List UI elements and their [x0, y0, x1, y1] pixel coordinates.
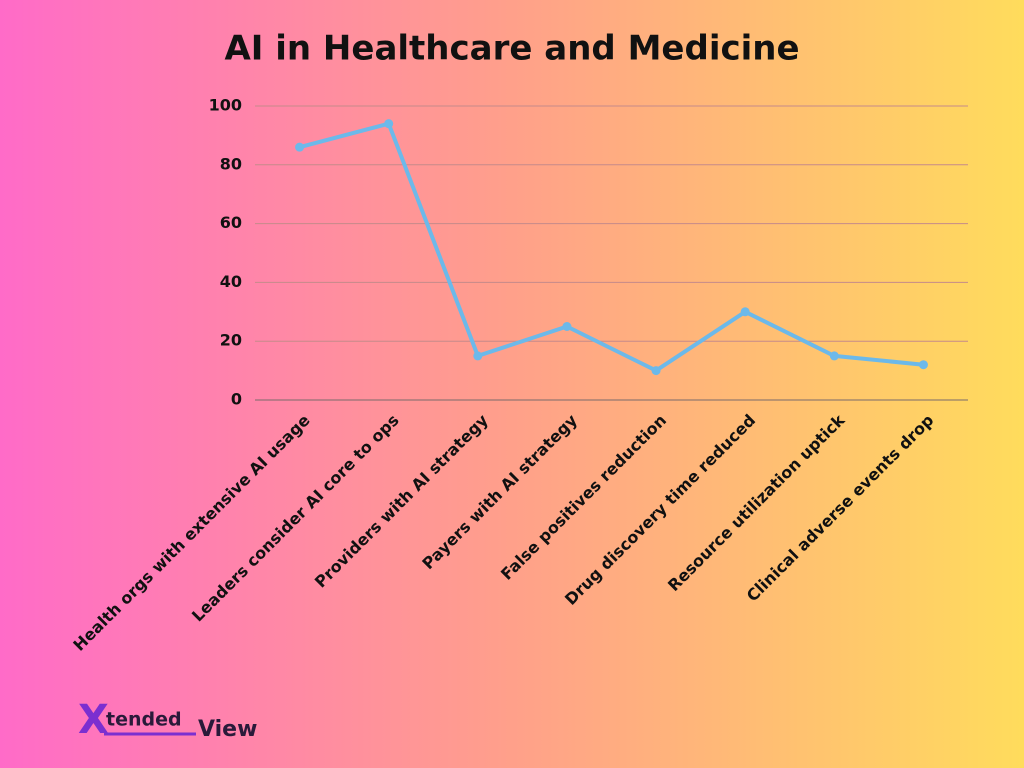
- logo-text: View: [198, 717, 257, 742]
- data-point: [562, 322, 572, 331]
- y-tick-label: 20: [220, 331, 242, 350]
- data-point: [295, 142, 305, 152]
- y-tick-label: 80: [220, 154, 242, 173]
- x-tick-label: Clinical adverse events drop: [743, 411, 938, 606]
- y-tick-label: 40: [220, 272, 242, 291]
- data-point: [473, 351, 483, 361]
- logo: X tended View: [78, 697, 257, 743]
- data-point: [384, 119, 394, 129]
- y-tick-label: 0: [231, 390, 242, 409]
- data-point: [651, 366, 661, 376]
- data-point: [740, 307, 750, 317]
- x-tick-label: Payers with AI strategy: [418, 410, 581, 573]
- y-tick-label: 100: [209, 96, 242, 115]
- x-tick-label: Resource utilization uptick: [664, 410, 849, 595]
- logo-mark: X: [78, 697, 109, 743]
- x-tick-label: Drug discovery time reduced: [561, 411, 759, 609]
- chart-title: AI in Healthcare and Medicine: [224, 29, 799, 69]
- logo-text: tended: [106, 709, 182, 731]
- y-tick-label: 60: [220, 213, 242, 232]
- data-line: [299, 121, 924, 373]
- data-point: [829, 351, 839, 361]
- data-point: [918, 360, 928, 370]
- x-tick-label: Providers with AI strategy: [311, 410, 492, 591]
- x-tick-label: False positives reduction: [497, 411, 670, 584]
